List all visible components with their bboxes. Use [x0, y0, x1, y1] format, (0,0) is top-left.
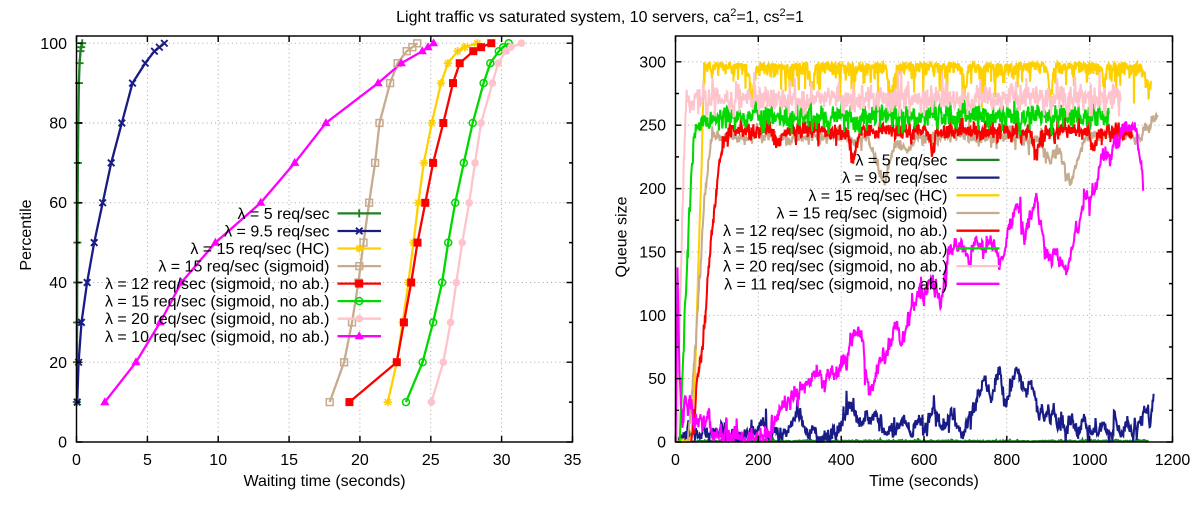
svg-text:800: 800	[993, 452, 1020, 469]
svg-text:250: 250	[639, 118, 666, 135]
svg-text:λ = 20 req/sec (sigmoid, no ab: λ = 20 req/sec (sigmoid, no ab.)	[723, 259, 948, 276]
svg-text:λ = 12 req/sec (sigmoid, no ab: λ = 12 req/sec (sigmoid, no ab.)	[723, 223, 948, 240]
svg-text:0: 0	[58, 435, 67, 452]
svg-text:λ = 12 req/sec (sigmoid, no ab: λ = 12 req/sec (sigmoid, no ab.)	[105, 276, 330, 293]
svg-text:λ = 20 req/sec (sigmoid, no ab: λ = 20 req/sec (sigmoid, no ab.)	[105, 311, 330, 328]
svg-text:Percentile: Percentile	[18, 199, 35, 270]
svg-text:600: 600	[911, 452, 938, 469]
svg-text:1000: 1000	[1072, 452, 1108, 469]
svg-text:λ = 15 req/sec (sigmoid, no ab: λ = 15 req/sec (sigmoid, no ab.)	[105, 294, 330, 311]
svg-text:100: 100	[40, 36, 67, 53]
svg-text:60: 60	[49, 195, 67, 212]
svg-text:λ = 5 req/sec: λ = 5 req/sec	[855, 152, 947, 169]
svg-text:200: 200	[639, 181, 666, 198]
svg-text:Waiting time (seconds): Waiting time (seconds)	[243, 473, 405, 490]
svg-text:Queue size: Queue size	[614, 196, 631, 277]
svg-text:λ = 11 req/sec (sigmoid, no ab: λ = 11 req/sec (sigmoid, no ab.)	[724, 276, 947, 293]
svg-text:400: 400	[828, 452, 855, 469]
svg-text:100: 100	[639, 308, 666, 325]
svg-text:0: 0	[657, 435, 666, 452]
svg-text:10: 10	[209, 452, 227, 469]
svg-text:40: 40	[49, 275, 67, 292]
svg-text:300: 300	[639, 54, 666, 71]
svg-text:λ = 15 req/sec (sigmoid): λ = 15 req/sec (sigmoid)	[776, 206, 947, 223]
svg-text:0: 0	[72, 452, 81, 469]
svg-text:25: 25	[422, 452, 440, 469]
svg-text:35: 35	[564, 452, 582, 469]
svg-text:λ = 15 req/sec (HC): λ = 15 req/sec (HC)	[808, 188, 947, 205]
svg-text:30: 30	[493, 452, 511, 469]
svg-text:200: 200	[745, 452, 772, 469]
svg-text:λ = 9.5 req/sec: λ = 9.5 req/sec	[842, 170, 947, 187]
svg-text:50: 50	[648, 371, 666, 388]
svg-text:15: 15	[280, 452, 298, 469]
svg-text:20: 20	[351, 452, 369, 469]
svg-text:λ = 9.5 req/sec: λ = 9.5 req/sec	[224, 224, 329, 241]
svg-text:λ = 5 req/sec: λ = 5 req/sec	[237, 206, 329, 223]
svg-text:Light traffic vs saturated sys: Light traffic vs saturated system, 10 se…	[396, 7, 804, 26]
svg-text:0: 0	[671, 452, 680, 469]
svg-text:λ = 15 req/sec (sigmoid, no ab: λ = 15 req/sec (sigmoid, no ab.)	[723, 241, 948, 258]
svg-text:λ = 15 req/sec (HC): λ = 15 req/sec (HC)	[190, 241, 329, 258]
svg-text:λ = 15 req/sec (sigmoid): λ = 15 req/sec (sigmoid)	[158, 259, 329, 276]
svg-text:5: 5	[143, 452, 152, 469]
svg-text:80: 80	[49, 116, 67, 133]
svg-text:20: 20	[49, 355, 67, 372]
svg-text:λ = 10 req/sec (sigmoid, no ab: λ = 10 req/sec (sigmoid, no ab.)	[105, 329, 330, 346]
svg-text:Time (seconds): Time (seconds)	[869, 473, 979, 490]
svg-text:150: 150	[639, 244, 666, 261]
svg-text:1200: 1200	[1155, 452, 1191, 469]
